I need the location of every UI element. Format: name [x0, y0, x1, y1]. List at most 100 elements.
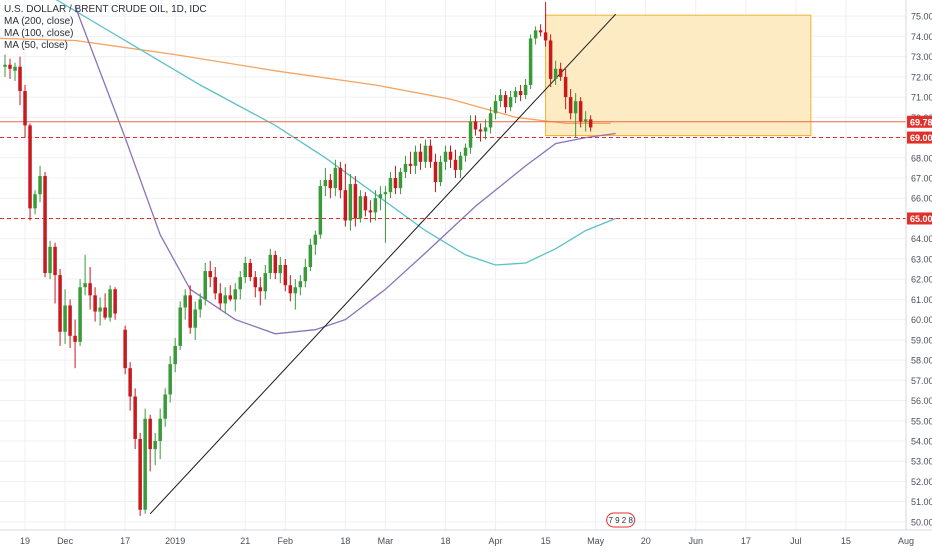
candle-body	[198, 299, 202, 310]
candle-body	[38, 175, 42, 195]
candle-body	[243, 262, 248, 278]
candle-body	[448, 151, 453, 160]
y-tick-label: 74.00	[911, 32, 932, 42]
x-tick-label: Dec	[57, 536, 74, 546]
candle-body	[473, 121, 478, 130]
x-tick-label: 18	[340, 536, 350, 546]
candle-body	[73, 335, 77, 342]
legend-ma200: MA (200, close)	[4, 16, 74, 27]
candle-body	[213, 277, 217, 294]
candle-body	[173, 345, 177, 365]
y-tick-label: 72.00	[911, 72, 932, 82]
candle-body	[128, 368, 132, 397]
candle-body	[8, 64, 12, 69]
candle-body	[433, 161, 438, 183]
candle-body	[523, 84, 528, 96]
candle-body	[293, 287, 298, 294]
candle-body	[43, 175, 47, 274]
candle-body	[308, 244, 313, 268]
price-tag	[907, 212, 932, 225]
ma100-line	[55, 0, 616, 266]
candle-body	[108, 289, 112, 318]
candle-body	[508, 97, 513, 108]
price-tag-label: 69.00	[910, 133, 932, 143]
candle-body	[133, 396, 137, 439]
x-tick-label: Feb	[278, 536, 294, 546]
candle-body	[488, 113, 493, 128]
candle-body	[123, 329, 127, 369]
candle-body	[223, 295, 228, 304]
y-tick-label: 66.00	[911, 194, 932, 204]
candle-body	[438, 161, 443, 183]
candle-body	[368, 210, 373, 213]
candle-body	[468, 121, 473, 148]
y-tick-label: 56.00	[911, 396, 932, 406]
candle-body	[583, 119, 588, 122]
candle-body	[418, 151, 423, 162]
y-tick-label: 63.00	[911, 254, 932, 264]
candle-body	[548, 40, 553, 79]
candle-body	[273, 254, 278, 274]
candle-body	[113, 289, 117, 314]
price-axis	[906, 0, 932, 550]
candle-body	[403, 163, 408, 172]
candle-body	[463, 147, 468, 156]
candle-body	[558, 68, 563, 77]
candle-body	[388, 178, 393, 193]
candle-body	[568, 97, 573, 114]
y-tick-label: 67.00	[911, 174, 932, 184]
candle-body	[208, 271, 212, 278]
candle-body	[323, 180, 328, 187]
candle-body	[193, 309, 197, 328]
candle-body	[268, 254, 273, 274]
candle-body	[53, 246, 57, 276]
candle-body	[383, 192, 388, 195]
x-tick-label: 17	[120, 536, 130, 546]
candle-body	[3, 64, 7, 67]
y-tick-label: 55.00	[911, 416, 932, 426]
candle-body	[103, 307, 107, 318]
candle-body	[93, 295, 97, 312]
candle-body	[353, 184, 358, 219]
candle-body	[178, 307, 182, 346]
x-tick-label: 15	[841, 536, 851, 546]
candle-body	[48, 246, 52, 274]
candle-body	[498, 95, 503, 102]
candle-body	[458, 155, 463, 170]
candle-body	[543, 32, 548, 41]
chart-title: U.S. DOLLAR / BRENT CRUDE OIL, 1D, IDC	[4, 4, 207, 15]
candle-body	[578, 101, 583, 122]
ma50-line	[74, 5, 616, 335]
candle-body	[238, 277, 243, 290]
candle-body	[313, 234, 318, 245]
legend-ma100: MA (100, close)	[4, 28, 74, 39]
candle-body	[303, 267, 308, 282]
y-tick-label: 62.00	[911, 275, 932, 285]
price-tag	[907, 115, 932, 128]
candle-body	[528, 38, 533, 85]
x-tick-label: 15	[541, 536, 551, 546]
y-tick-label: 59.00	[911, 335, 932, 345]
candle-body	[203, 271, 207, 300]
candle-body	[553, 68, 558, 79]
candle-body	[478, 129, 483, 132]
candle-body	[218, 293, 222, 304]
candle-body	[358, 196, 363, 219]
candle-body	[408, 163, 413, 166]
candle-body	[373, 198, 378, 213]
candle-body	[288, 285, 293, 294]
candle-body	[348, 184, 353, 221]
candle-body	[563, 76, 568, 98]
candle-body	[398, 171, 403, 189]
x-tick-label: Jun	[689, 536, 704, 546]
trendline	[149, 13, 617, 515]
candle-body	[428, 145, 433, 162]
candle-body	[343, 190, 348, 221]
candle-body	[188, 295, 192, 328]
x-tick-label: 17	[741, 536, 751, 546]
y-tick-label: 60.00	[911, 315, 932, 325]
y-tick-label: 68.00	[911, 153, 932, 163]
price-tag-label: 65.00	[910, 214, 932, 224]
candle-body	[143, 418, 147, 510]
